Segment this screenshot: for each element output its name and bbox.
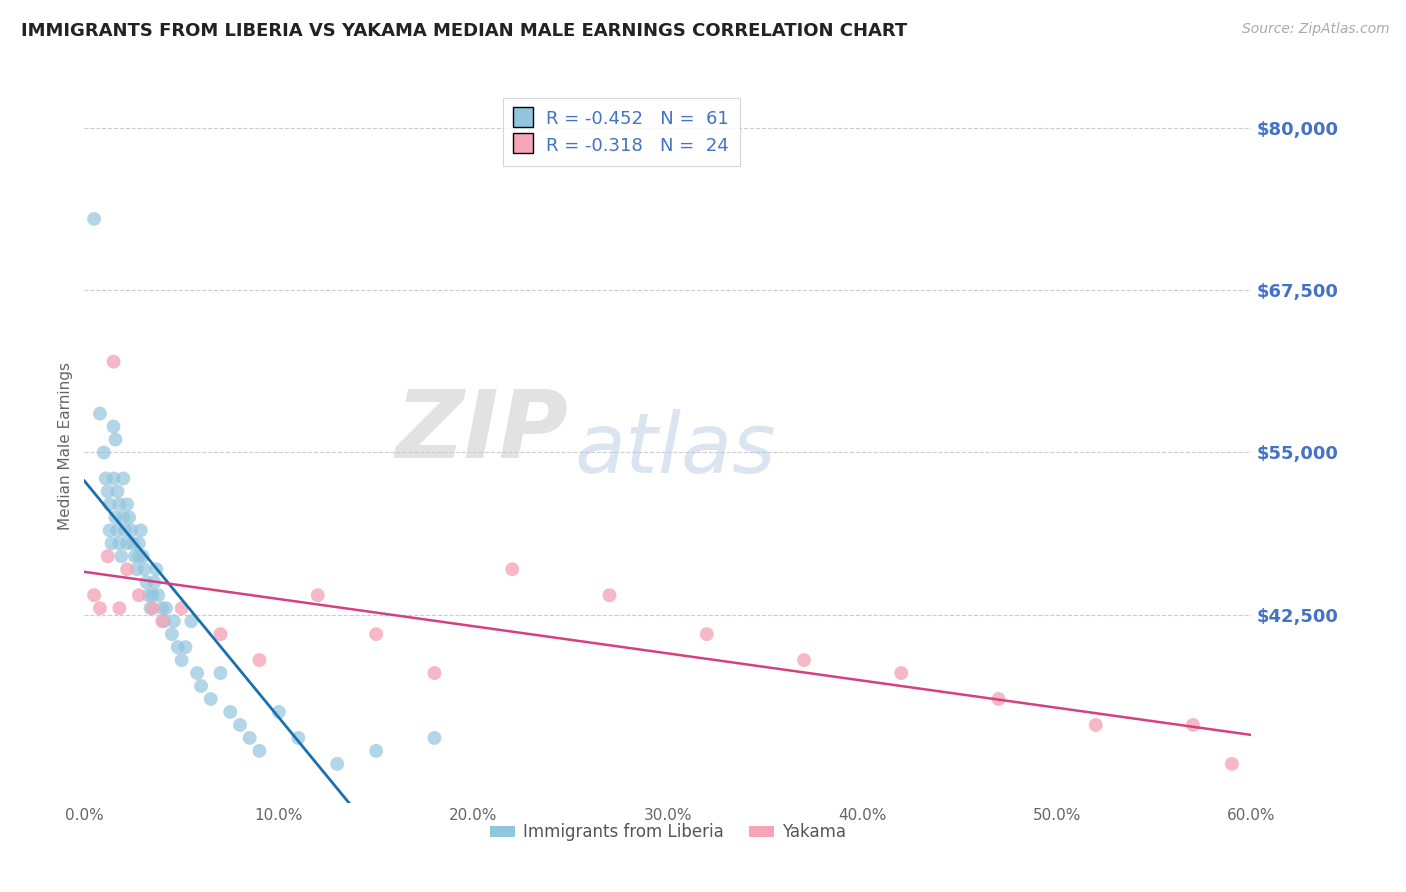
Point: [115, 562, 138, 576]
Point: [1220, 756, 1243, 771]
Point: [229, 718, 252, 732]
Point: [160, 627, 183, 641]
Point: [124, 549, 146, 564]
Point: [108, 536, 131, 550]
Point: [107, 524, 129, 538]
Point: [890, 666, 912, 681]
Point: [174, 640, 197, 654]
Point: [103, 419, 125, 434]
Point: [219, 705, 242, 719]
Point: [153, 614, 176, 628]
Point: [108, 601, 131, 615]
Point: [366, 744, 388, 758]
Point: [112, 471, 135, 485]
Point: [118, 510, 141, 524]
Point: [93, 445, 115, 459]
Point: [103, 471, 125, 485]
Point: [83, 588, 105, 602]
Point: [249, 653, 271, 667]
Point: [987, 692, 1010, 706]
Legend: Immigrants from Liberia, Yakama: Immigrants from Liberia, Yakama: [484, 817, 852, 848]
Point: [287, 731, 309, 745]
Point: [145, 562, 167, 576]
Point: [148, 588, 170, 602]
Point: [307, 588, 329, 602]
Point: [104, 510, 127, 524]
Point: [115, 497, 138, 511]
Point: [180, 614, 202, 628]
Point: [326, 756, 349, 771]
Point: [125, 562, 148, 576]
Point: [104, 433, 127, 447]
Point: [128, 549, 150, 564]
Point: [190, 679, 212, 693]
Text: Source: ZipAtlas.com: Source: ZipAtlas.com: [1241, 22, 1389, 37]
Point: [115, 536, 138, 550]
Text: ZIP: ZIP: [395, 385, 568, 478]
Point: [138, 588, 160, 602]
Y-axis label: Median Male Earnings: Median Male Earnings: [58, 362, 73, 530]
Point: [501, 562, 523, 576]
Point: [114, 524, 136, 538]
Point: [128, 588, 150, 602]
Point: [97, 484, 120, 499]
Point: [110, 549, 132, 564]
Point: [1084, 718, 1107, 732]
Point: [249, 744, 271, 758]
Point: [100, 536, 122, 550]
Point: [1181, 718, 1204, 732]
Point: [139, 601, 162, 615]
Point: [209, 666, 232, 681]
Point: [89, 407, 111, 421]
Point: [267, 705, 290, 719]
Point: [423, 666, 446, 681]
Point: [135, 575, 157, 590]
Point: [83, 211, 105, 226]
Point: [163, 614, 186, 628]
Point: [239, 731, 262, 745]
Text: atlas: atlas: [575, 409, 776, 490]
Point: [132, 549, 155, 564]
Point: [143, 575, 166, 590]
Point: [150, 614, 173, 628]
Point: [170, 601, 193, 615]
Point: [170, 653, 193, 667]
Point: [366, 627, 388, 641]
Point: [696, 627, 718, 641]
Point: [200, 692, 222, 706]
Point: [112, 510, 135, 524]
Point: [186, 666, 208, 681]
Point: [94, 471, 117, 485]
Point: [98, 524, 121, 538]
Point: [108, 497, 131, 511]
Point: [103, 354, 125, 368]
Point: [120, 524, 142, 538]
Point: [423, 731, 446, 745]
Point: [89, 601, 111, 615]
Point: [129, 524, 152, 538]
Text: IMMIGRANTS FROM LIBERIA VS YAKAMA MEDIAN MALE EARNINGS CORRELATION CHART: IMMIGRANTS FROM LIBERIA VS YAKAMA MEDIAN…: [21, 22, 907, 40]
Point: [166, 640, 188, 654]
Point: [599, 588, 621, 602]
Point: [134, 562, 156, 576]
Point: [141, 601, 163, 615]
Point: [128, 536, 150, 550]
Point: [98, 497, 121, 511]
Point: [150, 601, 173, 615]
Point: [141, 588, 163, 602]
Point: [97, 549, 120, 564]
Point: [793, 653, 815, 667]
Point: [209, 627, 232, 641]
Point: [107, 484, 129, 499]
Point: [155, 601, 177, 615]
Point: [122, 536, 145, 550]
